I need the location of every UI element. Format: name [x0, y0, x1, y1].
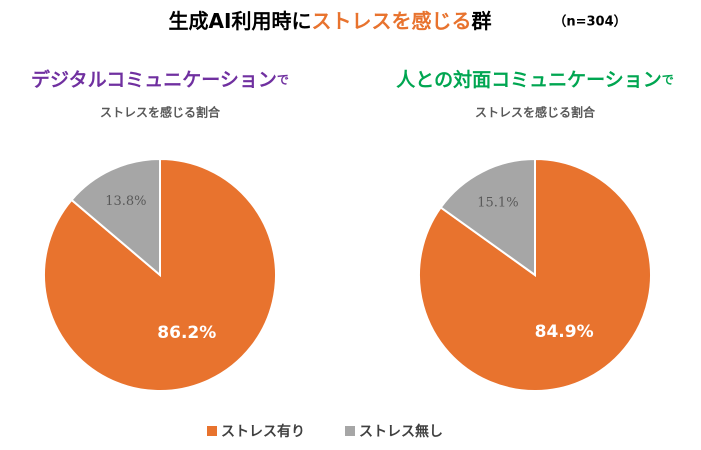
pie-slice — [70, 157, 161, 278]
sample-size: （n=304） — [553, 14, 626, 30]
title-highlight: ストレスを感じる — [311, 9, 471, 33]
legend-label: ストレス無し — [359, 423, 443, 440]
pie-slice — [418, 157, 652, 392]
legend-label: ストレス有り — [221, 423, 305, 440]
chart-title-suffix: で — [277, 73, 289, 87]
chart-title-main: 人との対面コミュニケーション — [396, 68, 661, 91]
chart-subtitle: ストレスを感じる割合 — [100, 105, 221, 120]
chart-title-main: デジタルコミュニケーション — [31, 68, 277, 91]
value-label: 84.9% — [535, 322, 594, 342]
title-prefix: 生成AI利用時に — [169, 9, 312, 33]
legend-swatch — [207, 426, 217, 436]
value-label: 15.1% — [477, 195, 518, 210]
title-suffix: 群 — [470, 9, 491, 33]
chart-title-suffix: で — [662, 73, 674, 87]
chart-subtitle: ストレスを感じる割合 — [475, 105, 596, 120]
chart-title: デジタルコミュニケーションで — [31, 68, 289, 91]
value-label: 13.8% — [105, 194, 146, 209]
pie-slice — [43, 157, 277, 392]
value-label: 86.2% — [157, 323, 216, 343]
pie-slice — [439, 157, 536, 277]
chart-title: 人との対面コミュニケーションで — [396, 68, 673, 91]
legend-swatch — [345, 426, 355, 436]
page-title: 生成AI利用時にストレスを感じる群 — [169, 9, 492, 33]
